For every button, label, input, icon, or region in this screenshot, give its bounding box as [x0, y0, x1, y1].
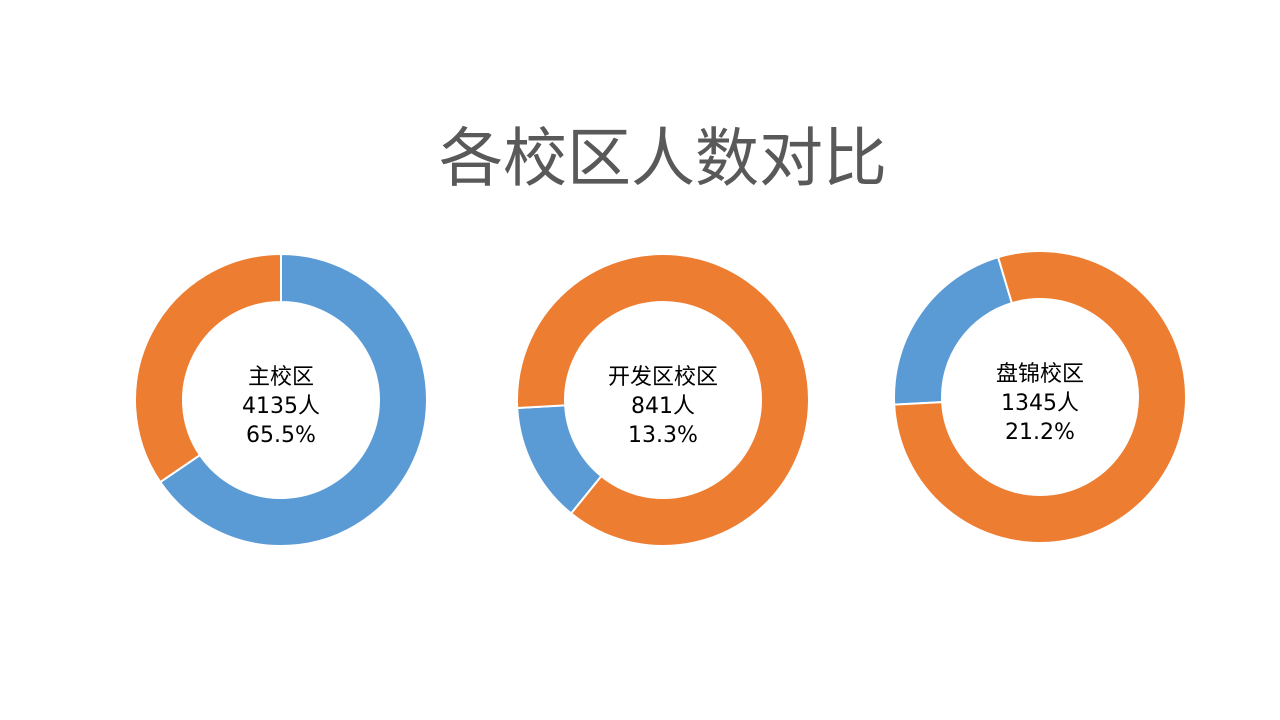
donut-percent: 13.3% — [628, 423, 698, 448]
donut-title: 开发区校区 — [608, 365, 718, 390]
donut-segment — [516, 253, 810, 547]
donut-count: 841人 — [631, 394, 695, 419]
donut-segment — [893, 255, 1014, 406]
donut-segment — [158, 252, 428, 547]
donut-segment — [134, 252, 282, 484]
donut-title: 主校区 — [248, 365, 314, 390]
donut-count: 1345人 — [1001, 391, 1079, 416]
donut-title: 盘锦校区 — [996, 362, 1084, 387]
donut-percent: 65.5% — [246, 423, 316, 448]
slide-title: 各校区人数对比 — [439, 123, 887, 197]
donut-percent: 21.2% — [1005, 420, 1075, 445]
donut-segment — [893, 250, 1187, 544]
donut-count: 4135人 — [242, 394, 320, 419]
